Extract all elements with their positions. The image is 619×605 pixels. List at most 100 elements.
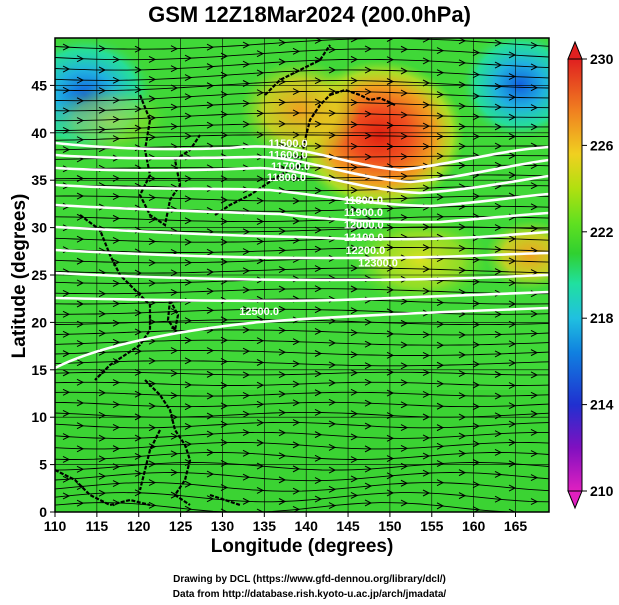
wind-arrow [436, 299, 445, 307]
wind-arrow [458, 162, 467, 169]
wind-arrow [472, 71, 481, 79]
wind-arrow [386, 204, 395, 212]
wind-arrow [350, 369, 359, 377]
wind-arrow [62, 350, 71, 358]
wind-arrow [206, 449, 215, 456]
wind-arrow [508, 439, 517, 446]
wind-arrow [278, 58, 287, 66]
wind-arrow [314, 431, 323, 439]
wind-arrow [458, 492, 467, 500]
wind-arrow [256, 381, 265, 389]
wind-arrow [148, 114, 157, 122]
wind-arrow [242, 429, 251, 436]
wind-arrow [184, 505, 193, 512]
wind-arrow [314, 389, 323, 397]
wind-arrow [494, 202, 503, 210]
x-axis: 110 115 120 125 130 135 140 145 150 155 160 165 [44, 512, 527, 534]
wind-arrow [494, 471, 503, 478]
wind-arrow [494, 268, 503, 275]
wind-arrow [278, 326, 287, 334]
wind-arrow [386, 472, 395, 480]
wind-arrow [530, 182, 539, 190]
wind-arrow [242, 306, 251, 313]
wind-arrow [364, 340, 373, 348]
wind-arrow [436, 112, 445, 120]
wind-arrow [112, 445, 121, 453]
wind-arrow [494, 39, 503, 47]
wind-arrow [508, 235, 517, 243]
wind-arrow [458, 266, 467, 274]
wind-arrow [134, 105, 143, 113]
wind-arrow [62, 65, 71, 73]
wind-arrow [328, 502, 337, 510]
wind-arrow [76, 175, 85, 182]
wind-arrow [314, 370, 323, 378]
wind-arrow [184, 459, 193, 466]
wind-arrow [98, 455, 107, 463]
wind-arrow [278, 39, 287, 47]
wind-arrow [400, 319, 409, 327]
wind-arrow [472, 192, 481, 200]
wind-arrow [328, 398, 337, 406]
wind-arrow [328, 443, 337, 451]
wind-arrow [134, 86, 143, 94]
wind-arrow [112, 214, 121, 222]
credit-drawing: Drawing by DCL (https://www.gfd-dennou.o… [173, 574, 446, 585]
wind-arrow [98, 310, 107, 318]
wind-arrow [76, 340, 85, 348]
x-tick-label: 130 [211, 518, 235, 534]
wind-arrow [422, 122, 431, 130]
wind-arrow [350, 475, 359, 483]
wind-arrow [400, 67, 409, 75]
wind-arrow [134, 66, 143, 74]
wind-arrow [422, 287, 431, 295]
wind-arrow [134, 269, 143, 277]
wind-arrow [386, 286, 395, 294]
wind-arrow [148, 479, 157, 487]
x-tick-label: 120 [127, 518, 151, 534]
wind-arrow [62, 310, 71, 318]
wind-arrow [458, 331, 467, 339]
wind-arrow [242, 497, 251, 505]
wind-arrow [386, 264, 395, 272]
wind-arrow [206, 495, 215, 503]
wind-arrow [328, 109, 337, 117]
y-tick-label: 40 [31, 125, 47, 141]
wind-arrow [256, 50, 265, 58]
wind-arrow [458, 469, 467, 477]
wind-arrow [508, 73, 517, 80]
streamline [55, 48, 549, 61]
wind-arrow [62, 433, 71, 441]
wind-arrow [256, 439, 265, 447]
wind-arrow [364, 499, 373, 507]
wind-arrow [494, 371, 503, 378]
wind-arrow [364, 110, 373, 118]
streamline [55, 492, 549, 503]
wind-arrow [256, 400, 265, 408]
wind-arrow [112, 56, 121, 64]
streamline [55, 80, 549, 92]
wind-arrow [256, 197, 265, 205]
wind-arrow [256, 486, 265, 494]
wind-arrow [472, 278, 481, 286]
wind-arrow [242, 286, 251, 294]
wind-arrow [508, 300, 517, 308]
wind-arrow [436, 424, 445, 432]
streamline [55, 350, 549, 356]
wind-arrow [350, 456, 359, 463]
wind-arrow [220, 357, 229, 365]
x-tick-label: 110 [44, 518, 67, 534]
wind-arrow [436, 91, 445, 99]
wind-arrow [350, 351, 359, 359]
wind-arrow [98, 106, 107, 114]
wind-arrow [62, 126, 71, 134]
wind-arrow [184, 238, 193, 246]
contour-label: 12000.0 [344, 220, 384, 232]
wind-arrow [436, 193, 445, 201]
wind-arrow [278, 452, 287, 460]
wind-arrow [170, 103, 179, 111]
wind-arrow [422, 79, 431, 87]
wind-arrow [422, 391, 431, 398]
wind-arrow [350, 410, 359, 418]
wind-arrow [400, 401, 409, 409]
